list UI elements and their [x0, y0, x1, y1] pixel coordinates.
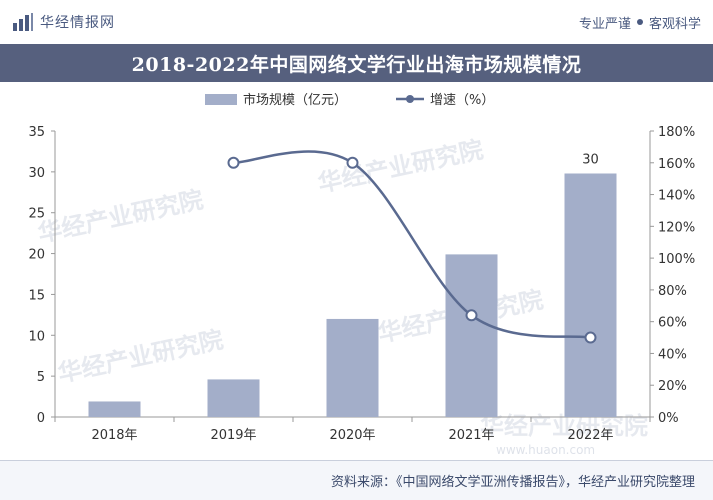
growth-point: [465, 309, 478, 322]
bar-chart-logo-icon: [13, 13, 33, 31]
slogan-left: 专业严谨: [578, 16, 631, 32]
y-left-tick-label: 5: [37, 370, 45, 385]
y-left-tick-label: 10: [28, 329, 45, 344]
legend-line-marker: [406, 95, 414, 103]
watermark-3: 华经产业研究院: [55, 326, 225, 388]
y-left-tick-label: 30: [28, 166, 45, 181]
brand: 华经情报网: [12, 12, 115, 32]
watermark-url: www.huaon.com: [496, 443, 595, 457]
x-tick-label: 2019年: [210, 428, 256, 443]
brand-name: 华经情报网: [40, 15, 115, 31]
watermark-2: 华经产业研究院: [315, 136, 485, 198]
header-bar: 华经情报网 专业严谨 客观科学: [0, 0, 713, 44]
y-right-tick-label: 180%: [658, 125, 695, 140]
bar-data-label: 30: [582, 152, 599, 167]
bar: [445, 254, 498, 417]
growth-point: [584, 331, 597, 344]
y-left-tick-label: 20: [28, 248, 45, 263]
plot-area: 0 5 10 15 20 25 30 35 0% 20% 40% 60% 80% 100% 120% 140%…: [28, 125, 695, 443]
legend-bar-label: 市场规模（亿元）: [243, 92, 347, 108]
chart-title: 2018-2022年中国网络文学行业出海市场规模情况: [131, 53, 582, 76]
growth-line: [233, 150, 591, 339]
slogan-right: 客观科学: [648, 16, 701, 32]
growth-point: [346, 156, 359, 169]
y-right-tick-label: 160%: [658, 157, 695, 172]
y-left-tick-label: 0: [37, 411, 45, 426]
legend: 市场规模（亿元） 增速（%）: [205, 92, 494, 108]
footer-bar: 资料来源：《中国网络文学亚洲传播报告》，华经产业研究院整理: [0, 460, 713, 500]
chart-canvas: 华经产业研究院 华经产业研究院 华经产业研究院 华经产业研究院 华经产业研究院 …: [28, 92, 695, 457]
x-tick-label: 2018年: [91, 428, 137, 443]
y-right-tick-label: 60%: [658, 316, 687, 331]
legend-bar-swatch: [205, 94, 237, 105]
slogan-dot-icon: [636, 19, 643, 25]
watermark-5: 华经产业研究院: [480, 412, 648, 440]
x-tick-label: 2021年: [448, 428, 494, 443]
slogan: 专业严谨 客观科学: [579, 13, 701, 32]
y-right-tick-label: 40%: [658, 347, 687, 362]
x-tick-label: 2020年: [329, 428, 375, 443]
title-bar: 2018-2022年中国网络文学行业出海市场规模情况: [0, 44, 713, 82]
source-note: 资料来源：《中国网络文学亚洲传播报告》，华经产业研究院整理: [330, 475, 695, 490]
bar: [207, 379, 260, 417]
y-right-tick-label: 140%: [658, 189, 695, 204]
growth-point: [227, 156, 240, 169]
legend-line-label: 增速（%）: [430, 93, 494, 108]
watermark-1: 华经产业研究院: [35, 186, 205, 248]
bar: [88, 401, 141, 417]
y-right-tick-label: 80%: [658, 284, 687, 299]
y-right-tick-label: 120%: [658, 220, 695, 235]
y-right-tick-label: 0%: [658, 411, 679, 426]
x-tick-label: 2022年: [567, 428, 613, 443]
y-right-tick-label: 100%: [658, 252, 695, 267]
bar: [326, 318, 379, 417]
bar: [564, 173, 617, 417]
y-left-tick-label: 35: [28, 125, 45, 140]
y-left-tick-label: 25: [28, 207, 45, 222]
y-right-tick-label: 20%: [658, 379, 687, 394]
y-left-tick-label: 15: [28, 288, 45, 303]
